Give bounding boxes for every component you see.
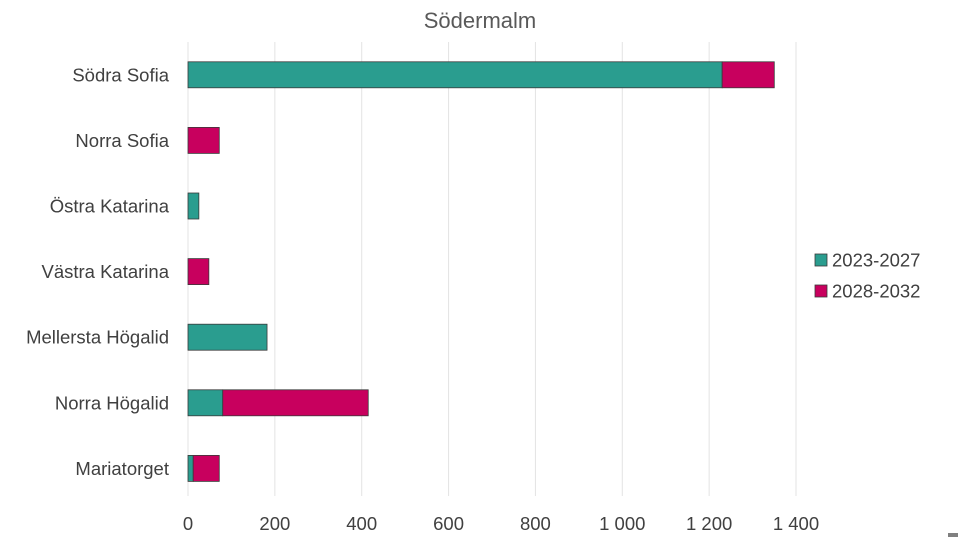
category-label: Norra Sofia — [75, 130, 169, 151]
legend-label: 2028-2032 — [832, 281, 920, 302]
bar-vastra-katarina-2028-2032 — [187, 258, 210, 286]
category-label: Mariatorget — [75, 458, 169, 479]
bar-mellersta-hogalid-2023-2027 — [187, 323, 268, 351]
bar-norra-hogalid-2023-2027 — [187, 389, 224, 417]
chart-title: Södermalm — [424, 8, 536, 33]
x-tick-label: 800 — [520, 513, 551, 534]
x-tick-label: 1 400 — [773, 513, 819, 534]
x-tick-label: 0 — [183, 513, 193, 534]
corner-mark — [948, 533, 958, 537]
legend-swatch-2028-2032 — [814, 284, 828, 298]
category-label: Östra Katarina — [50, 196, 170, 217]
legend-swatch-2023-2027 — [814, 253, 828, 267]
gridlines — [187, 42, 797, 496]
category-label: Västra Katarina — [41, 261, 169, 282]
bar-mariatorget-2023-2027 — [187, 454, 194, 482]
bar-sodra-sofia-2028-2032 — [721, 61, 775, 89]
legend: 2023-2027 2028-2032 — [814, 250, 920, 302]
x-tick-label: 200 — [259, 513, 290, 534]
bar-mariatorget-2028-2032 — [192, 454, 220, 482]
x-tick-label: 1 200 — [686, 513, 732, 534]
category-label: Mellersta Högalid — [26, 327, 169, 348]
x-tick-labels: 0 200 400 600 800 1 000 1 200 1 400 — [183, 513, 819, 534]
category-label: Norra Högalid — [55, 392, 169, 413]
bars — [187, 61, 775, 482]
bar-sodra-sofia-2023-2027 — [187, 61, 723, 89]
legend-label: 2023-2027 — [832, 250, 920, 271]
category-labels: Södra Sofia Norra Sofia Östra Katarina Väst… — [26, 64, 170, 479]
bar-norra-sofia-2028-2032 — [187, 127, 220, 154]
bar-ostra-katarina-2023-2027 — [187, 192, 200, 220]
x-tick-label: 1 000 — [599, 513, 645, 534]
x-tick-label: 600 — [433, 513, 464, 534]
category-label: Södra Sofia — [72, 64, 169, 85]
x-tick-label: 400 — [346, 513, 377, 534]
bar-norra-hogalid-2028-2032 — [222, 389, 369, 417]
